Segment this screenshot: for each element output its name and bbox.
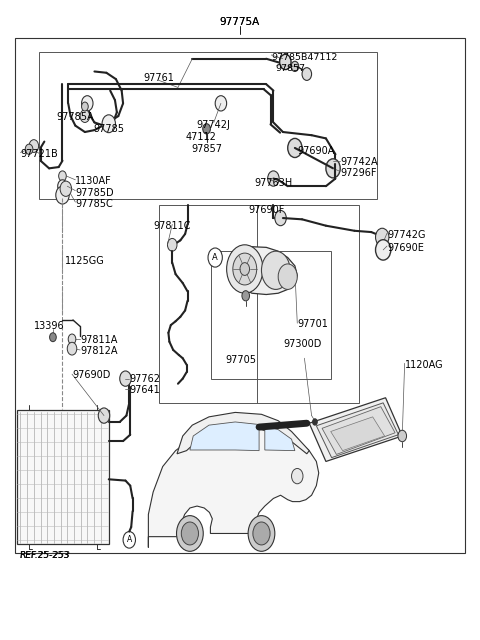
Polygon shape — [331, 417, 384, 451]
Text: A: A — [212, 253, 218, 262]
Polygon shape — [177, 412, 309, 454]
Circle shape — [240, 262, 250, 275]
Circle shape — [177, 516, 203, 551]
Circle shape — [58, 180, 67, 193]
Circle shape — [82, 102, 88, 111]
Polygon shape — [233, 246, 297, 294]
Circle shape — [375, 240, 391, 260]
Text: 97811C: 97811C — [154, 221, 191, 230]
Circle shape — [25, 144, 33, 154]
Circle shape — [215, 96, 227, 111]
Bar — [15, 38, 465, 552]
Circle shape — [326, 159, 340, 178]
Text: 97785: 97785 — [93, 124, 124, 134]
Text: 97857: 97857 — [191, 144, 222, 154]
Circle shape — [60, 181, 72, 196]
Text: 97762: 97762 — [129, 374, 160, 384]
Circle shape — [123, 532, 135, 548]
Circle shape — [59, 171, 66, 181]
Text: 47112: 47112 — [185, 132, 216, 142]
Text: 1125GG: 1125GG — [65, 257, 105, 266]
Text: 97690D: 97690D — [72, 371, 110, 380]
Text: 97785B47112: 97785B47112 — [271, 53, 337, 62]
Text: 97763H: 97763H — [254, 178, 292, 188]
Text: 97705: 97705 — [226, 355, 256, 365]
Circle shape — [98, 408, 110, 423]
Bar — [211, 251, 331, 379]
Polygon shape — [322, 406, 395, 454]
Text: 97761: 97761 — [144, 73, 174, 83]
Polygon shape — [148, 425, 319, 547]
Circle shape — [280, 54, 291, 70]
Circle shape — [242, 291, 250, 301]
Circle shape — [208, 248, 222, 267]
Text: 97742J: 97742J — [197, 120, 231, 130]
Circle shape — [29, 140, 38, 152]
Text: REF.25-253: REF.25-253 — [20, 551, 70, 560]
Text: 97785D: 97785D — [75, 188, 114, 198]
Text: 97775A: 97775A — [220, 17, 260, 27]
Text: 97701: 97701 — [297, 319, 328, 330]
Text: 97721B: 97721B — [21, 149, 58, 159]
Text: 97690A: 97690A — [297, 146, 335, 156]
Bar — [159, 205, 360, 403]
Text: REF.25-253: REF.25-253 — [20, 551, 71, 560]
Circle shape — [248, 516, 275, 551]
Circle shape — [49, 333, 56, 342]
Text: 97690F: 97690F — [248, 205, 285, 216]
Circle shape — [233, 253, 257, 285]
Polygon shape — [265, 426, 295, 451]
Circle shape — [275, 211, 286, 226]
Text: 97742A: 97742A — [340, 157, 378, 167]
Circle shape — [278, 264, 297, 289]
Polygon shape — [316, 403, 398, 458]
Circle shape — [68, 334, 76, 344]
Circle shape — [398, 430, 407, 442]
Text: 97296F: 97296F — [340, 168, 377, 179]
Circle shape — [375, 228, 389, 246]
Circle shape — [56, 186, 69, 204]
Circle shape — [102, 115, 116, 132]
Text: 97811A: 97811A — [80, 335, 118, 346]
Text: 1120AG: 1120AG — [405, 360, 443, 370]
Text: 97300D: 97300D — [283, 339, 321, 349]
Text: 97775A: 97775A — [220, 17, 260, 27]
Text: 1130AF: 1130AF — [75, 176, 112, 186]
Circle shape — [288, 138, 302, 157]
Bar — [38, 52, 377, 199]
Text: 97785C: 97785C — [75, 199, 113, 209]
Circle shape — [262, 251, 290, 289]
Circle shape — [181, 522, 199, 545]
Text: 97812A: 97812A — [80, 346, 118, 356]
Circle shape — [268, 171, 279, 186]
Circle shape — [80, 109, 90, 122]
Polygon shape — [190, 422, 259, 451]
Circle shape — [302, 68, 312, 81]
Circle shape — [291, 61, 299, 72]
Circle shape — [82, 96, 93, 111]
Circle shape — [253, 522, 270, 545]
Text: 97857: 97857 — [276, 64, 306, 73]
Text: 13396: 13396 — [34, 321, 64, 332]
Bar — [17, 410, 109, 544]
Text: 97742G: 97742G — [387, 230, 425, 239]
Text: 97690E: 97690E — [387, 243, 424, 253]
Circle shape — [120, 371, 131, 387]
Circle shape — [227, 245, 263, 293]
Text: 97785A: 97785A — [57, 113, 94, 122]
Circle shape — [67, 342, 77, 355]
Text: A: A — [127, 535, 132, 545]
Text: 97641: 97641 — [129, 385, 160, 395]
Circle shape — [203, 124, 210, 134]
Circle shape — [312, 419, 317, 425]
Circle shape — [168, 239, 177, 251]
Polygon shape — [309, 397, 402, 461]
Circle shape — [291, 468, 303, 484]
